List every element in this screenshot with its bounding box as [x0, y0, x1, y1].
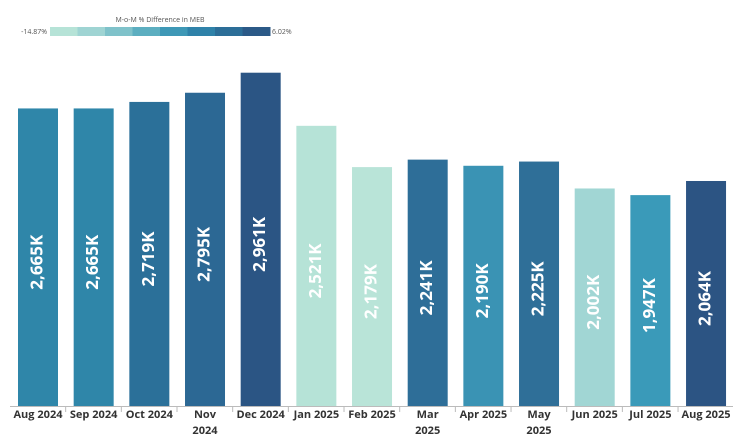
value-label: 1,947K [637, 277, 660, 333]
value-label: 2,064K [693, 270, 716, 326]
value-label: 2,665K [25, 234, 48, 290]
x-tick-label: Oct 2024 [125, 407, 173, 422]
bar [296, 125, 337, 406]
legend-swatch [132, 27, 161, 36]
value-label: 2,665K [80, 234, 103, 290]
bar [185, 92, 226, 406]
x-tick-label: May 2025 [526, 407, 552, 438]
value-label: 2,521K [303, 243, 326, 299]
bar [407, 159, 448, 406]
x-tick-label: Sep 2024 [69, 407, 118, 422]
bar [240, 72, 281, 406]
bar [686, 180, 727, 406]
legend-min-label: -14.87% [21, 28, 47, 37]
x-tick-label: Feb 2025 [348, 407, 396, 422]
value-label: 2,961K [247, 216, 270, 272]
x-tick-label: Dec 2024 [236, 407, 285, 422]
legend-swatch [160, 27, 188, 36]
x-tick-label: Aug 2025 [681, 407, 731, 422]
bar [352, 167, 393, 406]
value-label: 2,719K [136, 231, 159, 287]
x-tick-label: Mar 2025 [415, 407, 441, 438]
x-tick-label: Jul 2025 [629, 407, 672, 422]
legend-swatch [242, 27, 271, 36]
x-tick-label: Jan 2025 [293, 407, 340, 422]
value-label: 2,002K [581, 274, 604, 330]
x-tick-label: Jun 2025 [571, 407, 618, 422]
value-label: 2,225K [526, 261, 549, 317]
bar [463, 165, 504, 406]
bar [18, 108, 58, 407]
bar [73, 108, 114, 407]
legend-swatch [77, 27, 106, 36]
legend-swatch [215, 27, 243, 36]
value-label: 2,190K [470, 263, 493, 319]
legend-title: M-o-M % Difference in MEB [116, 16, 205, 25]
bar [630, 195, 671, 406]
value-label: 2,241K [414, 260, 437, 316]
x-tick-label: Nov 2024 [192, 407, 218, 438]
x-tick-label: Apr 2025 [459, 407, 508, 422]
value-label: 2,179K [359, 263, 382, 319]
legend-swatch [105, 27, 133, 36]
value-label: 2,795K [192, 226, 215, 282]
bar [574, 188, 615, 406]
bar [129, 101, 170, 406]
legend-max-label: 6.02% [272, 28, 292, 37]
bar [519, 161, 560, 406]
legend-swatch [187, 27, 216, 36]
legend-swatch [50, 27, 78, 36]
x-tick-label: Aug 2024 [13, 407, 63, 422]
